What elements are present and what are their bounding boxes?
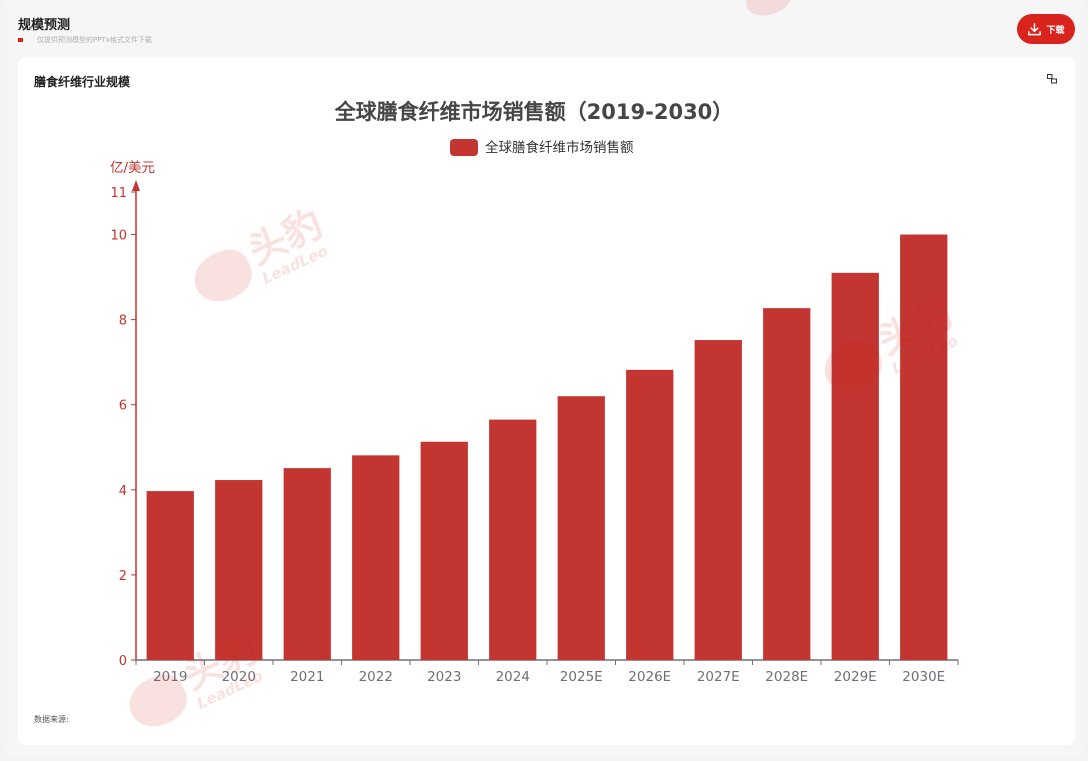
page-title: 规模预测 (18, 18, 71, 33)
download-icon (1028, 22, 1042, 35)
bar[interactable] (352, 455, 400, 660)
x-tick-label: 2025E (560, 669, 603, 685)
y-tick-label: 10 (110, 229, 127, 244)
y-axis-arrow (132, 180, 140, 191)
x-tick-label: 2021 (290, 669, 324, 685)
x-tick-label: 2024 (496, 669, 530, 685)
y-tick-label: 0 (119, 654, 127, 669)
x-tick-label: 2019 (153, 669, 187, 685)
bar[interactable] (557, 396, 605, 660)
y-tick-label: 4 (119, 484, 127, 499)
data-source: 数据来源: (34, 715, 69, 724)
chart: 全球膳食纤维市场销售额（2019-2030） 全球膳食纤维市场销售额 亿/美元 … (110, 100, 959, 685)
x-tick-label: 2028E (765, 669, 808, 685)
bar[interactable] (831, 272, 879, 660)
x-tick-label: 2030E (902, 669, 945, 685)
legend-swatch[interactable] (450, 139, 478, 156)
y-axis-unit: 亿/美元 (110, 160, 155, 176)
x-tick-label: 2020 (222, 669, 256, 685)
y-tick-label: 11 (110, 186, 127, 201)
legend-label[interactable]: 全球膳食纤维市场销售额 (485, 139, 634, 156)
x-tick-label: 2023 (427, 669, 461, 685)
plot-area: 0 2 4 6 8 10 11 2019 2020 2021 2022 2023 2024 2025E 20… (110, 180, 959, 685)
bar[interactable] (489, 419, 537, 660)
subtitle-row: 仅提供预测模型的PPTx格式文件下载 (18, 35, 152, 45)
x-tick-label: 2022 (359, 669, 393, 685)
bullet-marker (18, 38, 23, 42)
bar[interactable] (763, 308, 811, 660)
bar[interactable] (146, 491, 194, 660)
y-tick-label: 8 (119, 314, 127, 329)
x-tick-label: 2029E (834, 669, 877, 685)
y-tick-label: 2 (119, 569, 127, 584)
y-tick-label: 6 (119, 399, 127, 414)
bar[interactable] (694, 340, 742, 660)
page-subtitle: 仅提供预测模型的PPTx格式文件下载 (37, 36, 152, 44)
download-label: 下载 (1046, 25, 1065, 36)
card-title: 膳食纤维行业规模 (34, 75, 131, 89)
bar[interactable] (420, 441, 468, 660)
chart-card: 膳食纤维行业规模 全球膳食纤维市场销售额（2019-2030） 全球膳食纤维市场… (18, 57, 1075, 745)
chart-title: 全球膳食纤维市场销售额（2019-2030） (334, 100, 734, 124)
bar[interactable] (215, 480, 263, 660)
x-tick-label: 2027E (697, 669, 740, 685)
bar[interactable] (626, 369, 674, 660)
download-button[interactable]: 下载 (1017, 14, 1075, 44)
bar[interactable] (900, 234, 948, 660)
restore-icon[interactable] (1046, 73, 1058, 85)
bar[interactable] (283, 468, 331, 660)
x-tick-label: 2026E (628, 669, 671, 685)
